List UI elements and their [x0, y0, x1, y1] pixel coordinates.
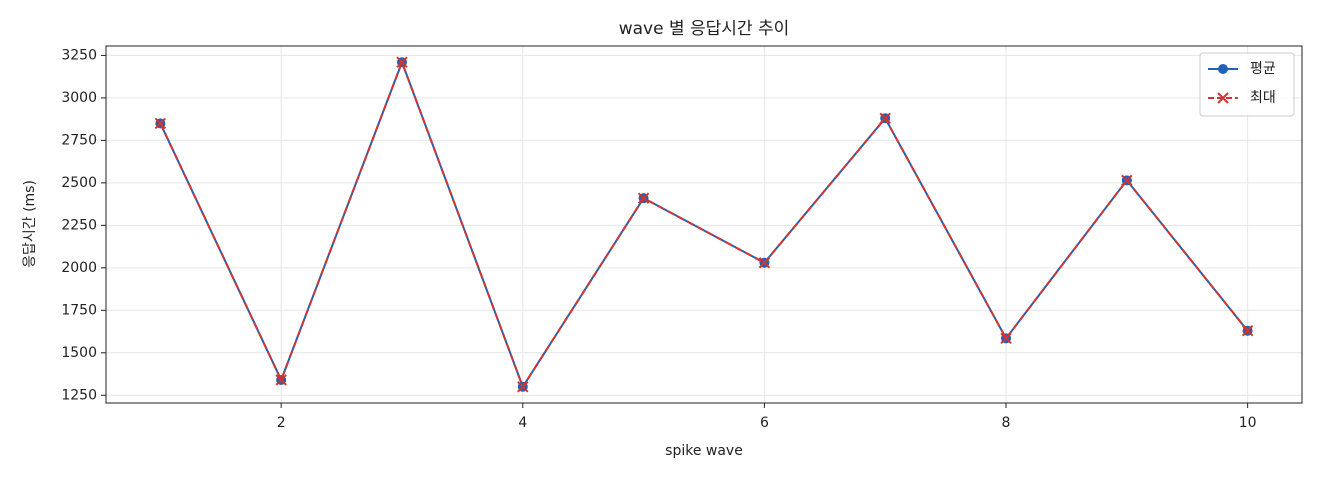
x-tick-label: 8	[1002, 415, 1011, 431]
series-line	[159, 59, 1249, 389]
chart-title: wave 별 응답시간 추이	[619, 19, 790, 39]
data-point	[275, 374, 287, 386]
legend-marker	[1217, 92, 1229, 104]
y-tick-label: 2000	[61, 260, 97, 276]
legend-label: 최대	[1250, 90, 1276, 106]
x-tick-label: 2	[277, 415, 286, 431]
y-tick-label: 1750	[61, 302, 97, 318]
y-tick-label: 1250	[61, 387, 97, 403]
legend-marker	[1218, 64, 1228, 74]
legend-box	[1199, 52, 1295, 117]
data-point	[396, 56, 408, 68]
data-point	[879, 112, 891, 125]
y-tick-label: 2750	[61, 132, 97, 148]
y-tick-label: 3250	[61, 47, 97, 63]
data-point	[637, 192, 650, 204]
x-tick-label: 6	[760, 415, 769, 431]
data-point	[1121, 174, 1133, 187]
y-tick-label: 2500	[61, 175, 97, 191]
y-tick-label: 3000	[61, 90, 97, 106]
x-tick-label: 4	[518, 415, 527, 431]
y-tick-label: 1500	[61, 345, 97, 361]
data-point	[154, 117, 167, 130]
x-axis-label: spike wave	[665, 443, 743, 459]
legend-label: 평균	[1250, 61, 1276, 77]
data-point	[517, 381, 529, 393]
series-line	[159, 59, 1249, 389]
data-point	[1241, 324, 1254, 337]
y-axis-label: 응답시간 (ms)	[22, 180, 38, 268]
y-tick-label: 2250	[61, 217, 97, 233]
plot-frame	[105, 45, 1303, 404]
data-point	[1000, 332, 1012, 345]
data-point	[758, 257, 771, 269]
x-tick-label: 10	[1239, 415, 1257, 431]
